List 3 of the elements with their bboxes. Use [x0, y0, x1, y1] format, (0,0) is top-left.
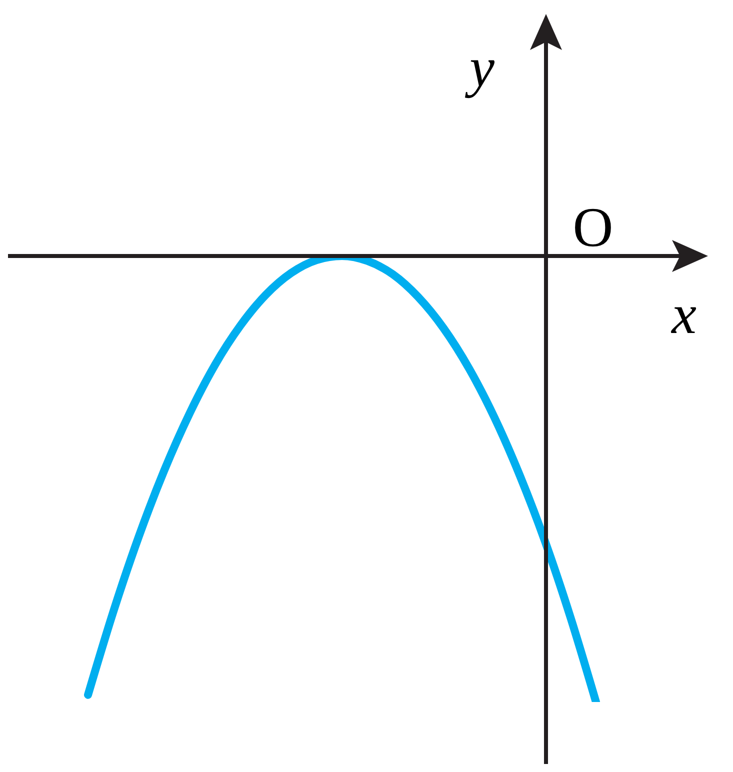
- y-axis-title: y: [464, 37, 495, 99]
- annotation: O: [572, 197, 614, 259]
- x-axis-title: x: [670, 284, 697, 346]
